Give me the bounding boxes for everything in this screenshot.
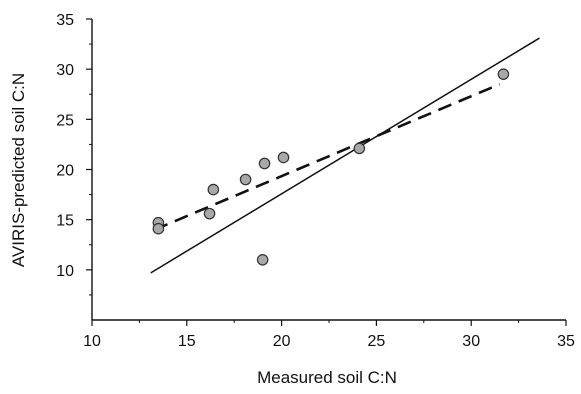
data-point	[277, 151, 290, 164]
x-tick-label: 30	[462, 333, 480, 350]
y-axis-label: AVIRIS-predicted soil C:N	[9, 73, 28, 267]
x-tick-label: 25	[368, 333, 386, 350]
data-point	[353, 142, 366, 155]
x-tick-label: 15	[178, 333, 196, 350]
y-tick-label: 30	[56, 62, 74, 79]
dashed-fit-line	[154, 83, 501, 231]
x-axis-label: Measured soil C:N	[257, 368, 397, 387]
data-point	[258, 157, 271, 170]
data-point	[152, 222, 165, 235]
fit-lines	[150, 37, 540, 274]
y-tick-label: 25	[56, 112, 74, 129]
data-point	[207, 183, 220, 196]
x-tick-label: 35	[557, 333, 575, 350]
y-tick-label: 10	[56, 263, 74, 280]
y-tick-label: 35	[56, 12, 74, 29]
y-tick-label: 15	[56, 213, 74, 230]
data-point	[239, 173, 252, 186]
data-point	[256, 253, 269, 266]
tick-labels: 10 15 20 25 30 35 10 15 20 25 30 35	[56, 12, 575, 350]
solid-fit-line	[150, 37, 540, 274]
data-points	[152, 68, 510, 266]
x-tick-label: 10	[83, 333, 101, 350]
axes	[86, 18, 567, 326]
data-point	[203, 207, 216, 220]
data-point	[497, 68, 510, 80]
x-tick-label: 20	[273, 333, 291, 350]
y-tick-label: 20	[56, 163, 74, 180]
